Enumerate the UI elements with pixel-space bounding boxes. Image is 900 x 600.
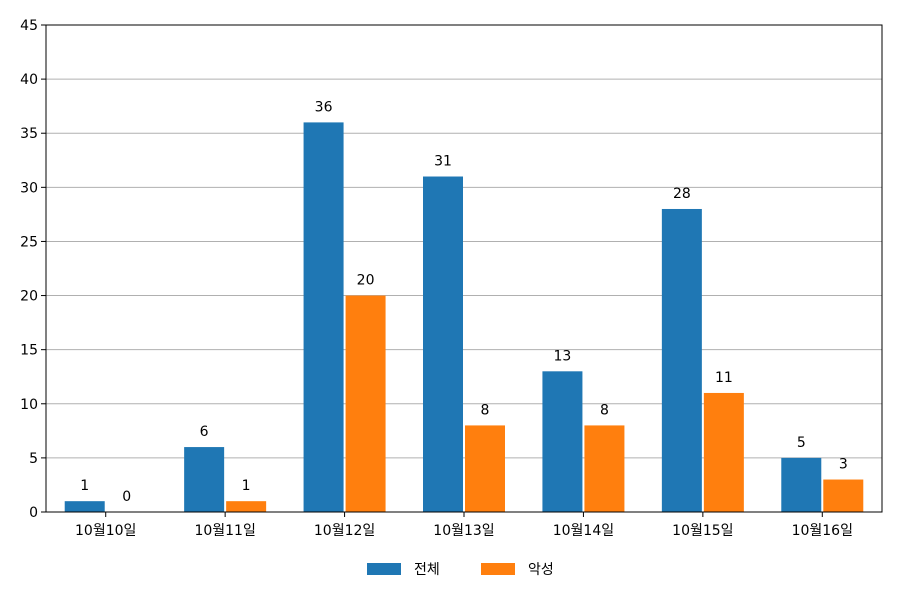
- x-axis: 10월10일 10월11일 10월12일 10월13일 10월14일 10월15일 10월1…: [75, 512, 853, 539]
- legend-label: 전체: [414, 562, 440, 578]
- bar-malicious: [584, 425, 625, 512]
- x-tick-label: 10월10일: [75, 523, 136, 539]
- x-tick-label: 10월16일: [792, 523, 853, 539]
- y-axis: 0 5 10 15 20 25 30 35 40 45: [20, 18, 46, 521]
- data-label: 36: [315, 99, 333, 115]
- data-label: 6: [200, 424, 209, 440]
- data-label: 11: [715, 370, 733, 386]
- x-tick-label: 10월14일: [553, 523, 614, 539]
- bar-malicious: [703, 392, 744, 512]
- y-tick-label: 25: [20, 234, 38, 250]
- x-tick-label: 10월11일: [194, 523, 255, 539]
- y-tick-label: 30: [20, 180, 38, 196]
- data-label: 1: [242, 478, 251, 494]
- bar-total: [184, 447, 225, 512]
- data-label: 1: [80, 478, 89, 494]
- legend-swatch: [367, 563, 401, 575]
- y-tick-label: 10: [20, 397, 38, 413]
- bar-malicious: [345, 295, 386, 512]
- data-label: 28: [673, 186, 691, 202]
- x-tick-label: 10월12일: [314, 523, 375, 539]
- legend-label: 악성: [528, 562, 554, 578]
- data-labels: 1 0 6 1 36 20 31 8 13 8 28 11 5 3: [80, 99, 847, 505]
- data-label: 0: [122, 489, 131, 505]
- x-tick-label: 10월13일: [433, 523, 494, 539]
- data-label: 8: [481, 402, 490, 418]
- legend: 전체 악성: [367, 562, 554, 578]
- bar-total: [303, 122, 344, 513]
- bar-total: [661, 208, 702, 512]
- data-label: 31: [434, 154, 452, 170]
- bar-malicious: [226, 501, 267, 512]
- y-tick-label: 35: [20, 126, 38, 142]
- bar-total: [423, 176, 463, 512]
- bar-malicious: [823, 479, 864, 512]
- data-label: 13: [554, 348, 572, 364]
- y-tick-label: 45: [20, 18, 38, 34]
- y-tick-label: 0: [29, 505, 38, 521]
- y-tick-label: 15: [20, 343, 38, 359]
- bar-malicious: [465, 425, 505, 512]
- plot-frame: [45, 24, 883, 513]
- x-tick-label: 10월15일: [672, 523, 733, 539]
- data-label: 5: [797, 435, 806, 451]
- legend-swatch: [481, 563, 515, 575]
- data-label: 8: [600, 402, 609, 418]
- y-tick-label: 5: [29, 451, 38, 467]
- data-label: 3: [839, 457, 848, 473]
- gridlines: [46, 78, 882, 459]
- bar-total: [542, 371, 583, 512]
- bars: [64, 122, 864, 513]
- bar-total: [781, 457, 822, 512]
- bar-total: [64, 501, 105, 512]
- y-tick-label: 20: [20, 289, 38, 305]
- data-label: 20: [357, 273, 375, 289]
- y-tick-label: 40: [20, 72, 38, 88]
